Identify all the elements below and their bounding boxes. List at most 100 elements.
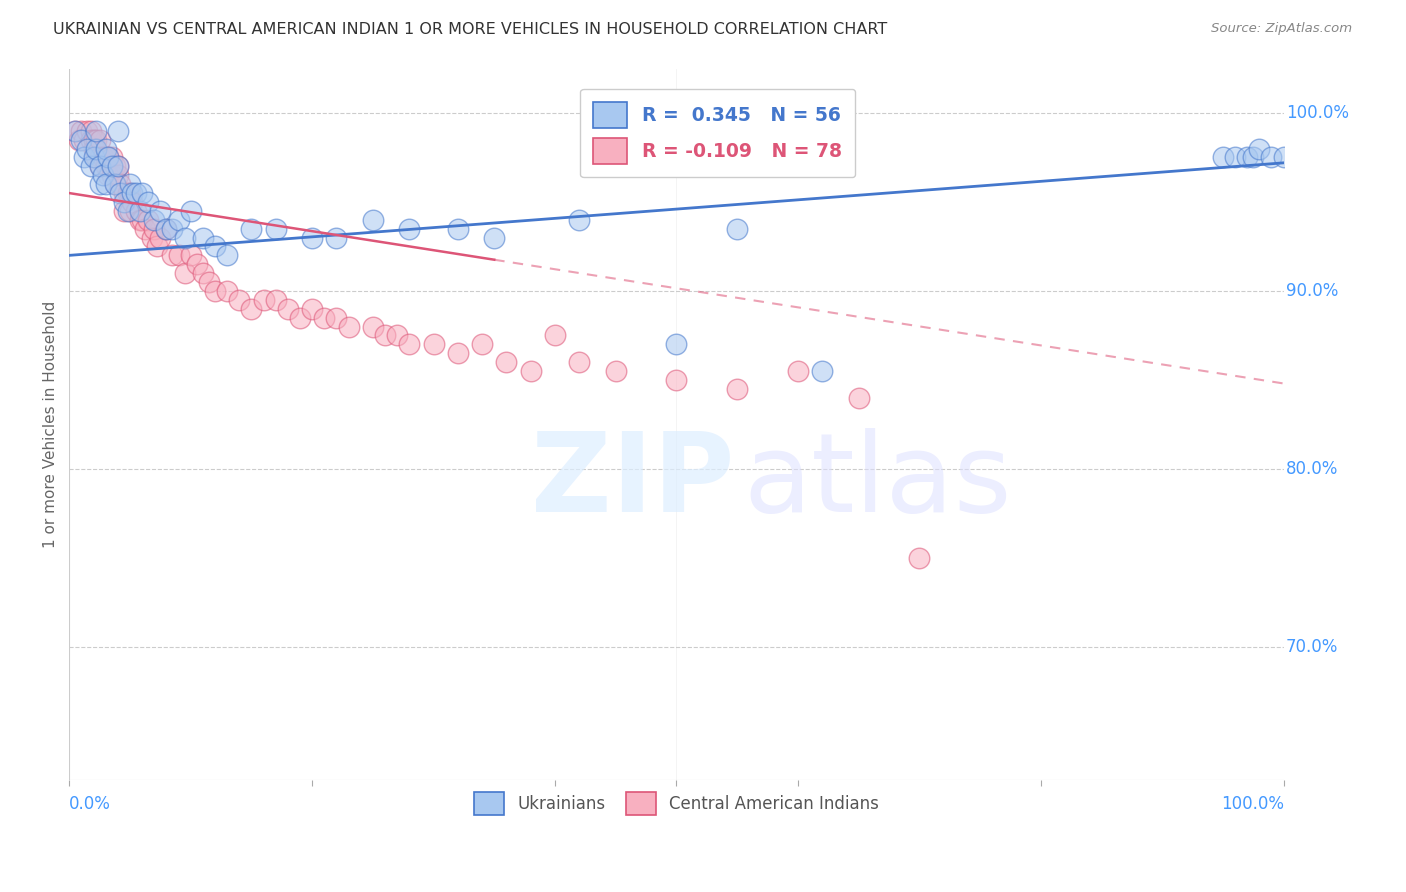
Text: atlas: atlas: [744, 428, 1012, 535]
Text: 0.0%: 0.0%: [69, 795, 111, 813]
Point: [91, 151, 114, 165]
Point: [786, 364, 808, 378]
Point: [361, 319, 384, 334]
Point: [100, 169, 122, 183]
Point: [84, 142, 107, 156]
Point: [121, 194, 143, 209]
Point: [1212, 151, 1234, 165]
Point: [447, 346, 470, 360]
Point: [167, 212, 190, 227]
Point: [143, 212, 166, 227]
Point: [94, 177, 117, 191]
Point: [252, 293, 274, 307]
Point: [484, 230, 506, 244]
Point: [112, 203, 135, 218]
Point: [848, 391, 870, 405]
Legend: Ukrainians, Central American Indians: Ukrainians, Central American Indians: [464, 781, 889, 825]
Point: [107, 160, 129, 174]
Point: [811, 364, 834, 378]
Point: [80, 160, 103, 174]
Point: [104, 177, 127, 191]
Point: [89, 133, 111, 147]
Point: [112, 186, 135, 200]
Point: [422, 337, 444, 351]
Point: [107, 124, 129, 138]
Point: [80, 133, 103, 147]
Point: [1249, 142, 1271, 156]
Point: [908, 550, 931, 565]
Point: [76, 142, 98, 156]
Point: [145, 239, 167, 253]
Point: [325, 230, 347, 244]
Point: [264, 293, 287, 307]
Point: [665, 337, 688, 351]
Point: [89, 151, 111, 165]
Point: [125, 203, 148, 218]
Point: [112, 194, 135, 209]
Text: 80.0%: 80.0%: [1286, 460, 1339, 478]
Point: [217, 284, 239, 298]
Text: UKRAINIAN VS CENTRAL AMERICAN INDIAN 1 OR MORE VEHICLES IN HOUSEHOLD CORRELATION: UKRAINIAN VS CENTRAL AMERICAN INDIAN 1 O…: [53, 22, 887, 37]
Point: [167, 248, 190, 262]
Point: [1236, 151, 1258, 165]
Text: Source: ZipAtlas.com: Source: ZipAtlas.com: [1212, 22, 1353, 36]
Point: [149, 203, 172, 218]
Point: [314, 310, 336, 325]
Point: [337, 319, 360, 334]
Point: [495, 355, 517, 369]
Point: [73, 133, 96, 147]
Text: 100.0%: 100.0%: [1286, 104, 1350, 122]
Point: [84, 151, 107, 165]
Point: [173, 266, 195, 280]
Point: [128, 212, 150, 227]
Text: ZIP: ZIP: [530, 428, 734, 535]
Y-axis label: 1 or more Vehicles in Household: 1 or more Vehicles in Household: [44, 301, 58, 548]
Point: [76, 124, 98, 138]
Point: [104, 160, 127, 174]
Point: [118, 186, 141, 200]
Point: [725, 382, 748, 396]
Point: [80, 124, 103, 138]
Point: [198, 275, 221, 289]
Point: [725, 221, 748, 235]
Point: [447, 221, 470, 235]
Point: [519, 364, 541, 378]
Point: [89, 160, 111, 174]
Point: [89, 160, 111, 174]
Point: [73, 151, 96, 165]
Point: [605, 364, 627, 378]
Point: [118, 203, 141, 218]
Point: [204, 239, 226, 253]
Point: [568, 355, 591, 369]
Point: [240, 301, 263, 316]
Point: [264, 221, 287, 235]
Point: [471, 337, 494, 351]
Point: [131, 212, 153, 227]
Point: [97, 169, 120, 183]
Point: [83, 142, 105, 156]
Point: [217, 248, 239, 262]
Point: [65, 124, 87, 138]
Point: [117, 203, 139, 218]
Point: [361, 212, 384, 227]
Point: [100, 151, 122, 165]
Point: [143, 221, 166, 235]
Text: 100.0%: 100.0%: [1220, 795, 1284, 813]
Point: [240, 221, 263, 235]
Point: [288, 310, 311, 325]
Point: [131, 186, 153, 200]
Point: [65, 124, 87, 138]
Point: [228, 293, 250, 307]
Point: [70, 124, 93, 138]
Point: [544, 328, 567, 343]
Point: [374, 328, 396, 343]
Point: [155, 221, 177, 235]
Point: [67, 133, 90, 147]
Point: [1272, 151, 1295, 165]
Point: [107, 160, 129, 174]
Text: 70.0%: 70.0%: [1286, 638, 1339, 656]
Point: [191, 266, 214, 280]
Point: [301, 301, 323, 316]
Point: [94, 151, 117, 165]
Point: [155, 221, 177, 235]
